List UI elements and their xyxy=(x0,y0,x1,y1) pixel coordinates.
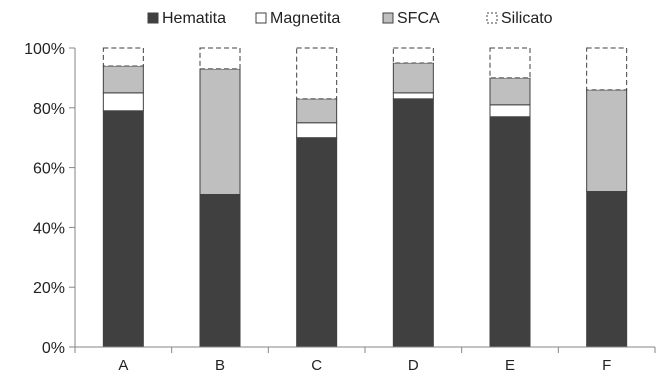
bar-segment-silicato xyxy=(586,47,628,91)
legend-swatch-sfca xyxy=(382,12,394,24)
legend-swatch-silicato xyxy=(486,12,498,24)
bar-segment-silicato xyxy=(392,47,434,64)
bar-segment-sfca xyxy=(102,65,144,94)
y-tick-label: 40% xyxy=(33,220,65,237)
x-tick-label: E xyxy=(505,357,515,370)
bar-segment-sfca xyxy=(586,89,628,193)
bar-segment-silicato xyxy=(102,47,144,67)
bar-segment-magnetita xyxy=(102,92,144,112)
x-tick-label: B xyxy=(215,357,225,370)
bar-segment-magnetita xyxy=(296,122,338,139)
legend: Hematita Magnetita SFCA Silicato xyxy=(147,10,553,27)
legend-label-magnetita: Magnetita xyxy=(270,10,340,27)
x-tick-label: D xyxy=(408,357,419,370)
legend-label-silicato: Silicato xyxy=(501,10,553,27)
x-tick-label: C xyxy=(311,357,322,370)
bar-segment-hematita xyxy=(199,194,241,348)
bar-segment-silicato xyxy=(199,47,241,70)
x-tick-label: F xyxy=(602,357,611,370)
bar-segment-hematita xyxy=(392,98,434,348)
bar-segment-magnetita xyxy=(489,104,531,118)
y-tick-label: 20% xyxy=(33,280,65,297)
bar-segment-silicato xyxy=(489,47,531,79)
x-tick-label: A xyxy=(118,357,128,370)
bar-segment-sfca xyxy=(489,77,531,106)
bar-segment-hematita xyxy=(489,116,531,348)
bar-segment-silicato xyxy=(296,47,338,100)
bars xyxy=(102,47,628,348)
y-tick-label: 100% xyxy=(24,41,65,58)
y-axis: 0% 20% 40% 60% 80% 100% xyxy=(24,41,76,357)
y-tick-label: 0% xyxy=(42,340,65,357)
legend-swatch-magnetita xyxy=(255,12,267,24)
bar-segment-sfca xyxy=(392,62,434,94)
y-tick-label: 80% xyxy=(33,101,65,118)
legend-swatch-hematita xyxy=(147,12,159,24)
legend-label-sfca: SFCA xyxy=(397,10,440,27)
bar-segment-hematita xyxy=(102,110,144,348)
legend-label-hematita: Hematita xyxy=(162,10,226,27)
y-tick-label: 60% xyxy=(33,161,65,178)
bar-segment-sfca xyxy=(199,68,241,196)
bar-segment-hematita xyxy=(586,191,628,348)
bar-segment-hematita xyxy=(296,137,338,348)
bar-segment-magnetita xyxy=(392,92,434,100)
bar-segment-sfca xyxy=(296,98,338,124)
x-axis: A B C D E F xyxy=(74,346,656,370)
